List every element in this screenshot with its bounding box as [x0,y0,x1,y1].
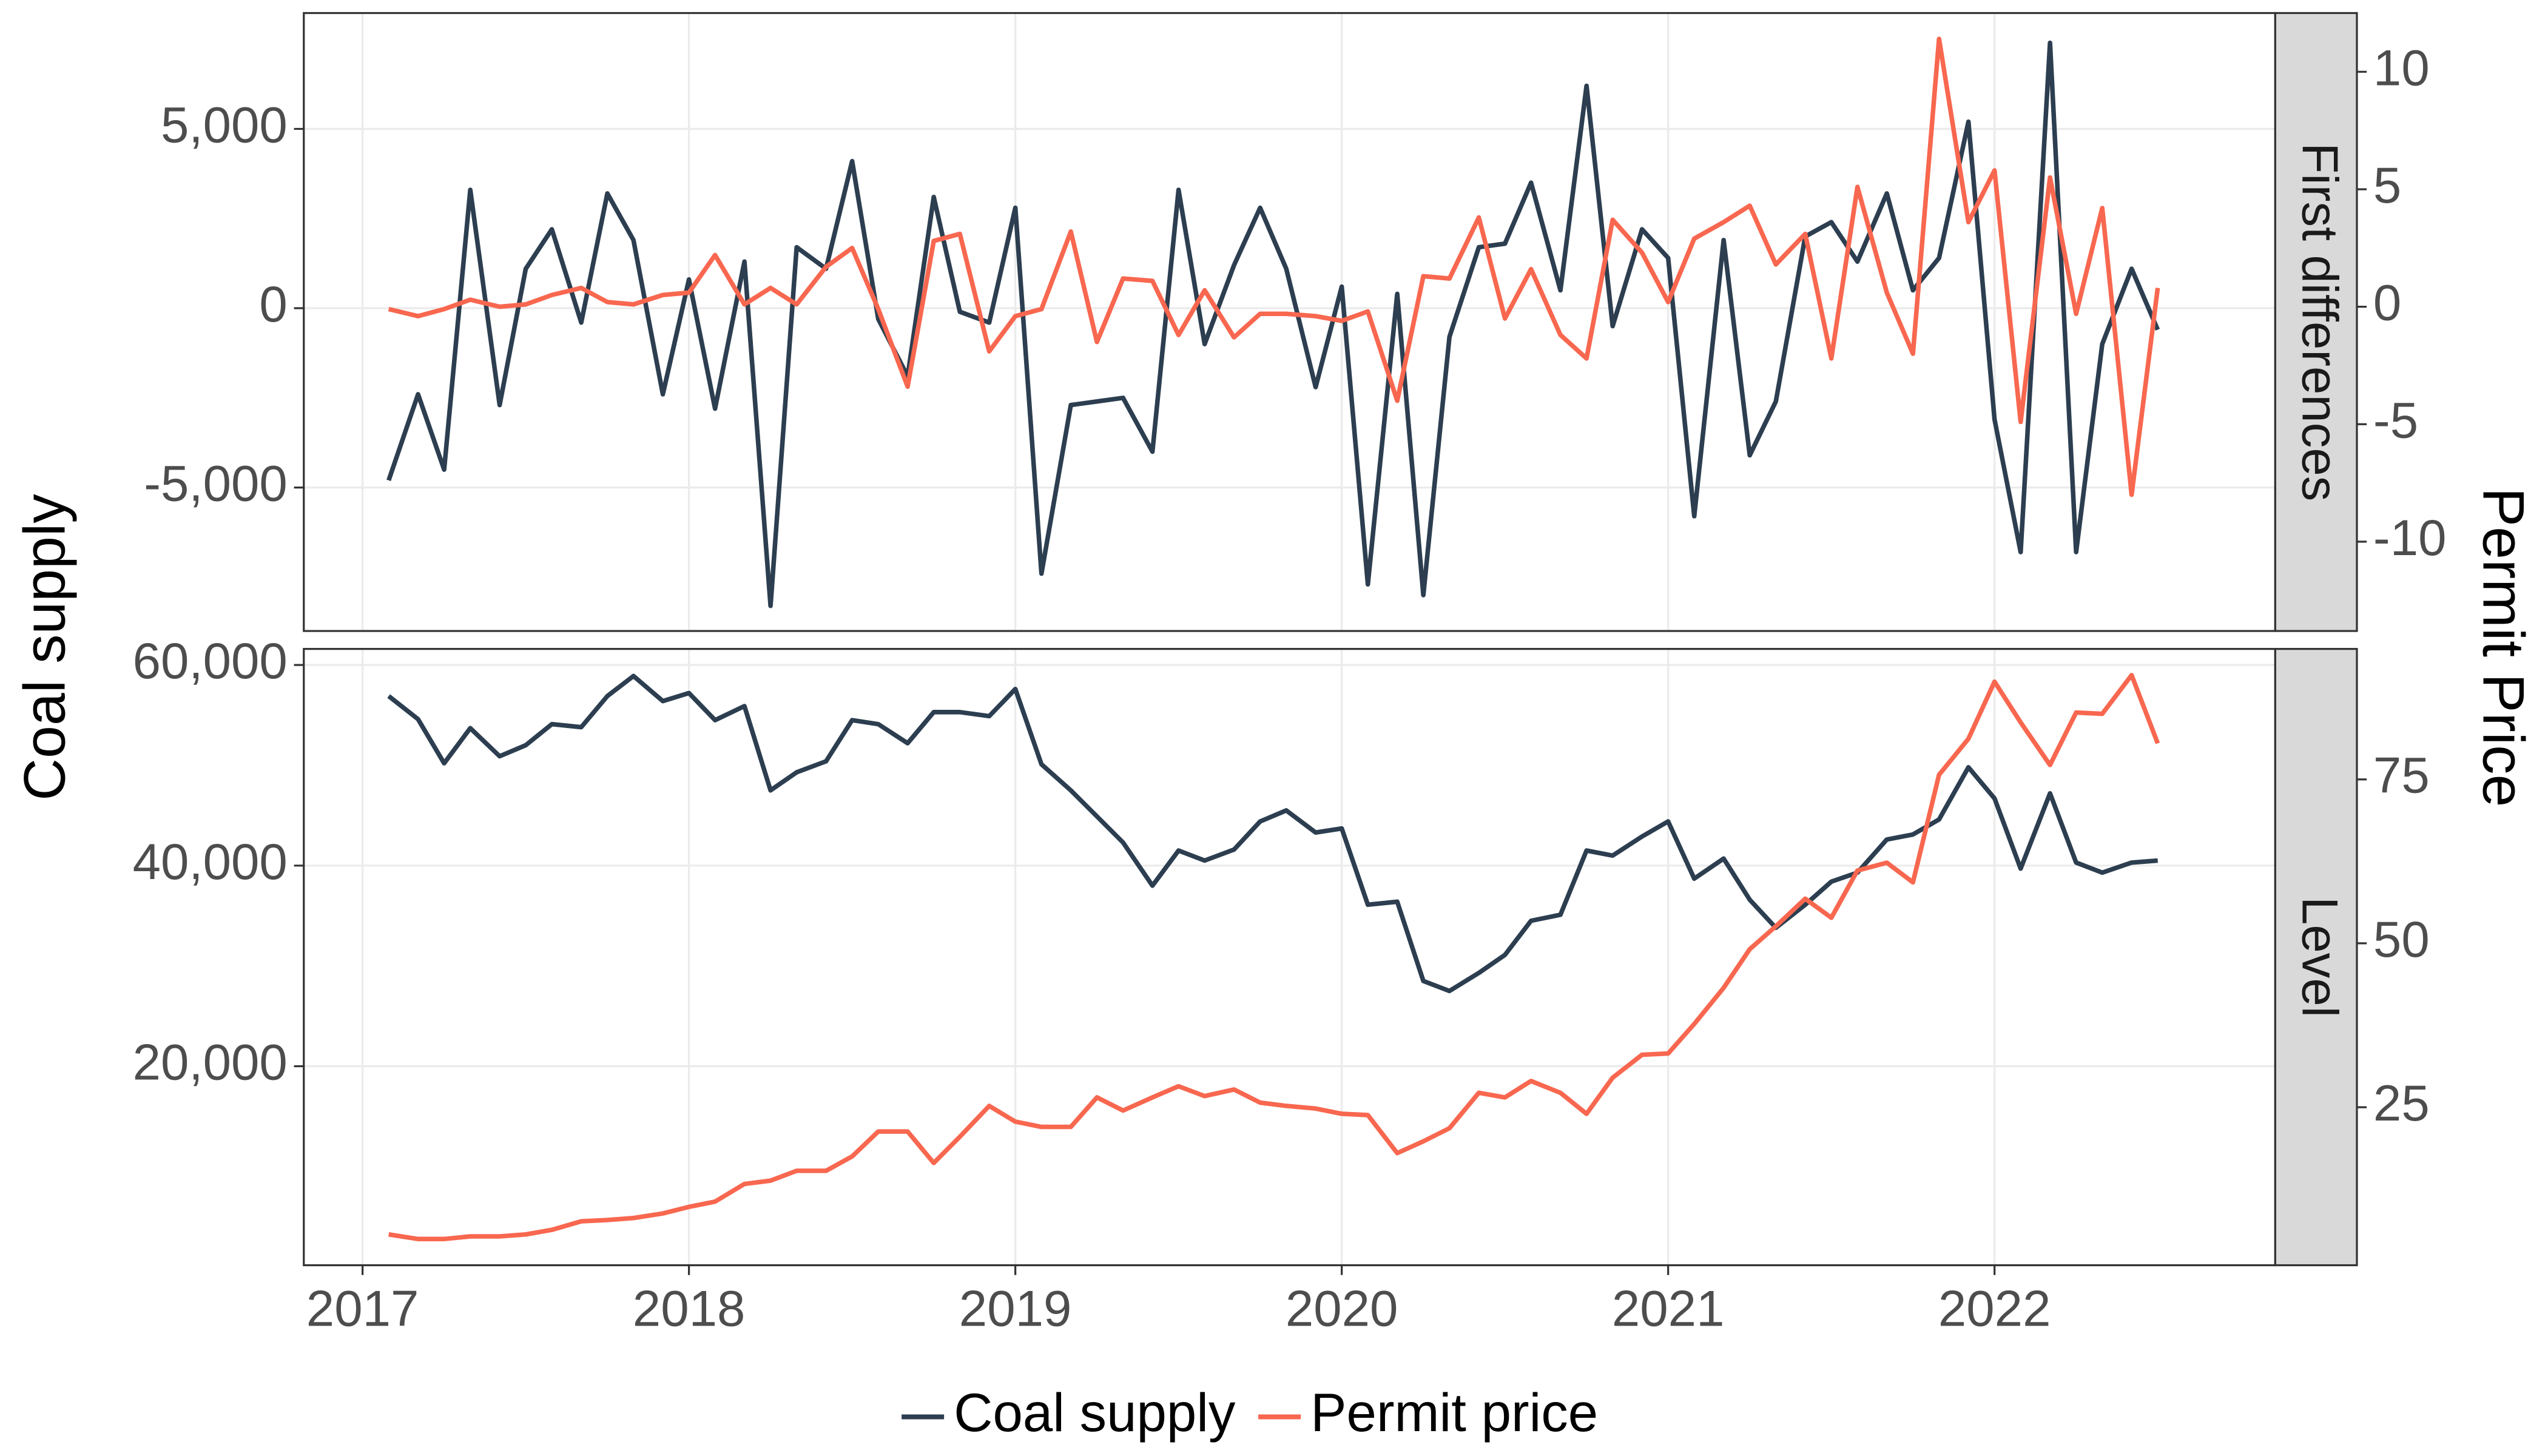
panel-background [303,13,2276,632]
strip-label: Level [2292,897,2348,1017]
y2-tick-label: 50 [2373,911,2430,968]
y-tick-label: 40,000 [133,834,288,890]
strip-label: First differences [2292,143,2348,501]
x-tick-label: 2020 [1286,1281,1398,1337]
strip-background [2274,648,2358,1267]
y-tick-label: 60,000 [133,633,288,689]
legend: Coal supply Permit price [902,1383,1598,1443]
panel-background [303,649,2276,1266]
y-axis-title: Coal supply [11,494,77,801]
y2-tick-label: 10 [2373,39,2430,96]
series-line [388,36,2160,497]
y2-axis-title: Permit Price [2471,488,2537,807]
y2-tick-label: -10 [2373,510,2447,566]
strip-background [2274,12,2358,632]
y2-tick-label: 75 [2373,747,2430,804]
y2-tick-label: 5 [2373,157,2401,214]
x-tick-label: 2022 [1938,1281,2051,1337]
x-tick-label: 2018 [633,1281,746,1337]
y-tick-label: 5,000 [161,97,288,153]
x-tick-label: 2021 [1612,1281,1725,1337]
x-tick-label: 2017 [306,1281,419,1337]
legend-label: Permit price [1310,1383,1598,1443]
legend-label: Coal supply [954,1383,1236,1443]
x-tick-label: 2019 [959,1281,1072,1337]
series-line [386,40,2160,608]
y2-tick-label: -5 [2373,392,2418,448]
y-tick-label: 20,000 [133,1034,288,1091]
y2-tick-label: 25 [2373,1075,2430,1131]
y-tick-label: -5,000 [144,456,288,512]
y2-tick-label: 0 [2373,275,2401,331]
series-line [388,673,2160,1242]
y-tick-label: 0 [259,276,287,332]
